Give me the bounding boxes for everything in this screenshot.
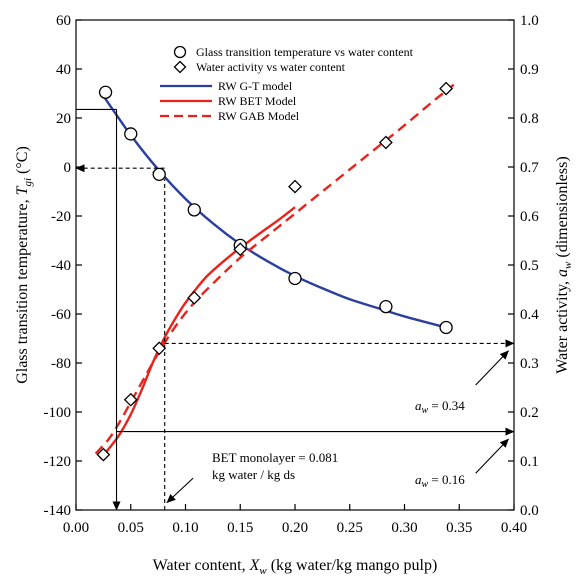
y-left-tick-label: -20: [51, 209, 71, 225]
y-axis-right-title-sub: w: [562, 261, 574, 269]
annotation-bet-monolayer-line2: kg water / kg ds: [212, 467, 295, 482]
legend-label-gt-model: RW G-T model: [218, 79, 293, 93]
tg-data-point: [152, 167, 166, 182]
aw-data-point: [187, 290, 202, 305]
y-left-tick-label: 40: [56, 62, 71, 78]
y-axis-left: -140 -120 -100 -80 -60 -40 -20 0 20 40 60: [44, 13, 82, 519]
annotation-aw-low-value: = 0.16: [428, 472, 465, 487]
x-tick-label: 0.20: [282, 520, 308, 536]
legend-label-water-activity: Water activity vs water content: [196, 60, 346, 74]
y-right-tick-label: 0.1: [520, 454, 539, 470]
y-right-tick-label: 0.3: [520, 356, 539, 372]
y-axis-left-title-symbol: T: [14, 185, 31, 195]
x-tick-label: 0.05: [118, 520, 144, 536]
y-axis-right: 0.0 0.1 0.2 0.3 0.4 0.5 0.6 0.7 0.8 0.9 1.0: [508, 13, 539, 519]
x-axis-title: Water content, Xw (kg water/kg mango pul…: [153, 557, 438, 577]
annotation-bet-monolayer-line1: BET monolayer = 0.081: [212, 450, 338, 465]
annotation-aw-high: aw = 0.34: [415, 398, 465, 416]
aw-data-point: [378, 135, 393, 150]
y-axis-left-title-unit: (°C): [14, 146, 31, 178]
y-axis-left-title-sub: gi: [22, 178, 34, 187]
x-axis: 0.00 0.05 0.10 0.15 0.20 0.25 0.30 0.35 0.40: [63, 504, 527, 536]
aw-data-point: [96, 447, 111, 462]
bet-pointer-arrow: [166, 477, 194, 504]
x-tick-label: 0.00: [63, 520, 89, 536]
aw-data-point: [288, 179, 302, 194]
y-right-tick-label: 0.2: [520, 405, 539, 421]
tg-data-point: [124, 127, 138, 141]
aw-high-pointer-arrow: [475, 350, 509, 386]
annotation-aw-low-symbol: a: [415, 472, 422, 487]
annotation-aw-high-value: = 0.34: [428, 398, 465, 413]
legend-diamond-marker: [173, 60, 187, 74]
y-right-tick-label: 1.0: [520, 13, 539, 29]
x-tick-label: 0.35: [446, 520, 472, 536]
curve-rw-bet-model: [99, 206, 296, 460]
y-axis-left-title-main: Glass transition temperature,: [14, 195, 31, 383]
tg-data-point: [98, 85, 113, 99]
curve-rw-g-t-model: [102, 95, 447, 329]
annotation-aw-low-sub: w: [422, 479, 429, 490]
y-right-tick-label: 0.6: [520, 209, 539, 225]
y-left-tick-label: -60: [51, 307, 71, 323]
x-axis-title-sub: w: [259, 565, 267, 577]
aw-data-point: [123, 392, 138, 407]
tg-data-point: [187, 203, 201, 217]
aw-data-point: [233, 242, 248, 257]
aw-data-point: [439, 81, 454, 96]
y-right-tick-label: 0.7: [520, 160, 539, 176]
x-tick-label: 0.40: [501, 520, 527, 536]
y-left-tick-label: 20: [56, 111, 71, 127]
x-tick-label: 0.25: [337, 520, 363, 536]
y-axis-right-title-unit: (dimensionless): [554, 156, 571, 261]
legend-label-gab-model: RW GAB Model: [218, 109, 300, 123]
y-left-tick-label: 60: [56, 13, 71, 29]
y-axis-right-title: Water activity, aw (dimensionless): [554, 156, 574, 373]
y-axis-left-title: Glass transition temperature, Tgi (°C): [14, 146, 34, 384]
y-right-tick-label: 0.5: [520, 258, 539, 274]
y-left-tick-label: -40: [51, 258, 71, 274]
y-left-tick-label: -100: [44, 405, 72, 421]
annotation-aw-low: aw = 0.16: [415, 472, 465, 490]
tg-data-point: [439, 320, 453, 335]
y-left-tick-label: -80: [51, 356, 71, 372]
y-left-tick-label: -140: [44, 503, 72, 519]
y-left-tick-label: 0: [64, 160, 72, 176]
x-axis-title-symbol: X: [249, 557, 261, 574]
y-axis-right-title-main: Water activity,: [554, 277, 571, 374]
legend: Glass transition temperature vs water co…: [160, 45, 414, 123]
legend-label-glass-transition: Glass transition temperature vs water co…: [196, 45, 414, 59]
legend-circle-marker: [173, 45, 187, 59]
annotation-aw-high-sub: w: [422, 405, 429, 416]
tg-data-point: [379, 299, 393, 314]
x-axis-title-unit: (kg water/kg mango pulp): [267, 557, 438, 574]
y-right-tick-label: 0.9: [520, 62, 539, 78]
y-left-tick-label: -120: [44, 454, 72, 470]
x-tick-label: 0.10: [172, 520, 198, 536]
y-right-tick-label: 0.4: [520, 307, 539, 323]
data-markers: [96, 81, 454, 462]
model-curves: [94, 83, 455, 460]
guide-lines: [75, 108, 515, 511]
tg-data-point: [288, 271, 302, 286]
legend-label-bet-model: RW BET Model: [218, 94, 297, 108]
x-tick-label: 0.15: [227, 520, 253, 536]
x-tick-label: 0.30: [391, 520, 417, 536]
curve-rw-gab-model: [94, 83, 455, 455]
y-axis-right-title-symbol: a: [554, 269, 571, 277]
aw-data-point: [152, 341, 167, 356]
y-right-tick-label: 0.0: [520, 503, 539, 519]
x-axis-title-main: Water content,: [153, 557, 250, 574]
annotation-aw-high-symbol: a: [415, 398, 422, 413]
aw-low-pointer-arrow: [475, 438, 509, 474]
y-right-tick-label: 0.8: [520, 111, 539, 127]
